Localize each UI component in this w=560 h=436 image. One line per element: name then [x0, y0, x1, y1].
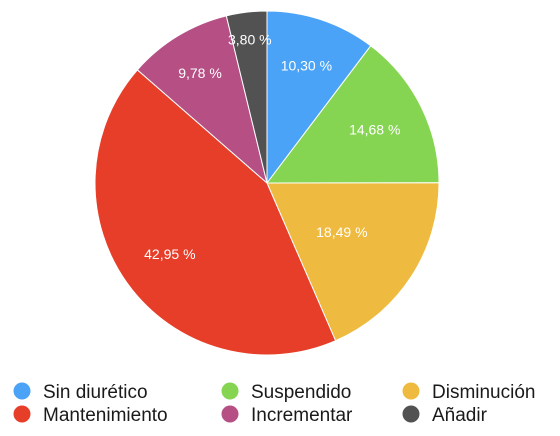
- legend-swatch: [13, 405, 31, 423]
- legend-item: Suspendido: [221, 382, 351, 403]
- slice-value-label: 42,95 %: [144, 246, 195, 262]
- legend: Sin diurético Suspendido Disminución Manten…: [13, 382, 535, 426]
- slice-value-label: 9,78 %: [178, 65, 222, 81]
- legend-item: Incrementar: [221, 405, 353, 426]
- slice-labels: 10,30 % 14,68 % 18,49 % 42,95 % 9,78 % 3,80 %: [144, 32, 400, 263]
- legend-item: Mantenimiento: [13, 405, 168, 426]
- legend-item: Sin diurético: [13, 382, 148, 403]
- legend-swatch: [402, 382, 420, 400]
- legend-item: Añadir: [402, 405, 488, 426]
- legend-label: Disminución: [432, 382, 535, 403]
- pie-slice-4: [136, 15, 268, 185]
- pie-slice-2: [266, 182, 440, 342]
- legend-label: Sin diurético: [43, 382, 148, 403]
- pie-slice-0: [266, 10, 372, 185]
- legend-label: Suspendido: [251, 382, 351, 403]
- slice-value-label: 10,30 %: [281, 58, 332, 74]
- legend-swatch: [221, 382, 239, 400]
- slice-value-label: 14,68 %: [349, 121, 400, 137]
- pie-slice-5: [225, 10, 268, 184]
- pie-slice-3: [94, 69, 337, 356]
- legend-swatch: [13, 382, 31, 400]
- legend-swatch: [402, 405, 420, 423]
- pie-slices: [94, 10, 440, 356]
- pie-slice-1: [265, 45, 440, 184]
- slice-value-label: 18,49 %: [316, 224, 367, 240]
- legend-swatch: [221, 405, 239, 423]
- legend-label: Mantenimiento: [43, 405, 168, 426]
- legend-label: Incrementar: [251, 405, 353, 426]
- legend-item: Disminución: [402, 382, 535, 403]
- legend-label: Añadir: [432, 405, 488, 426]
- slice-value-label: 3,80 %: [228, 32, 272, 48]
